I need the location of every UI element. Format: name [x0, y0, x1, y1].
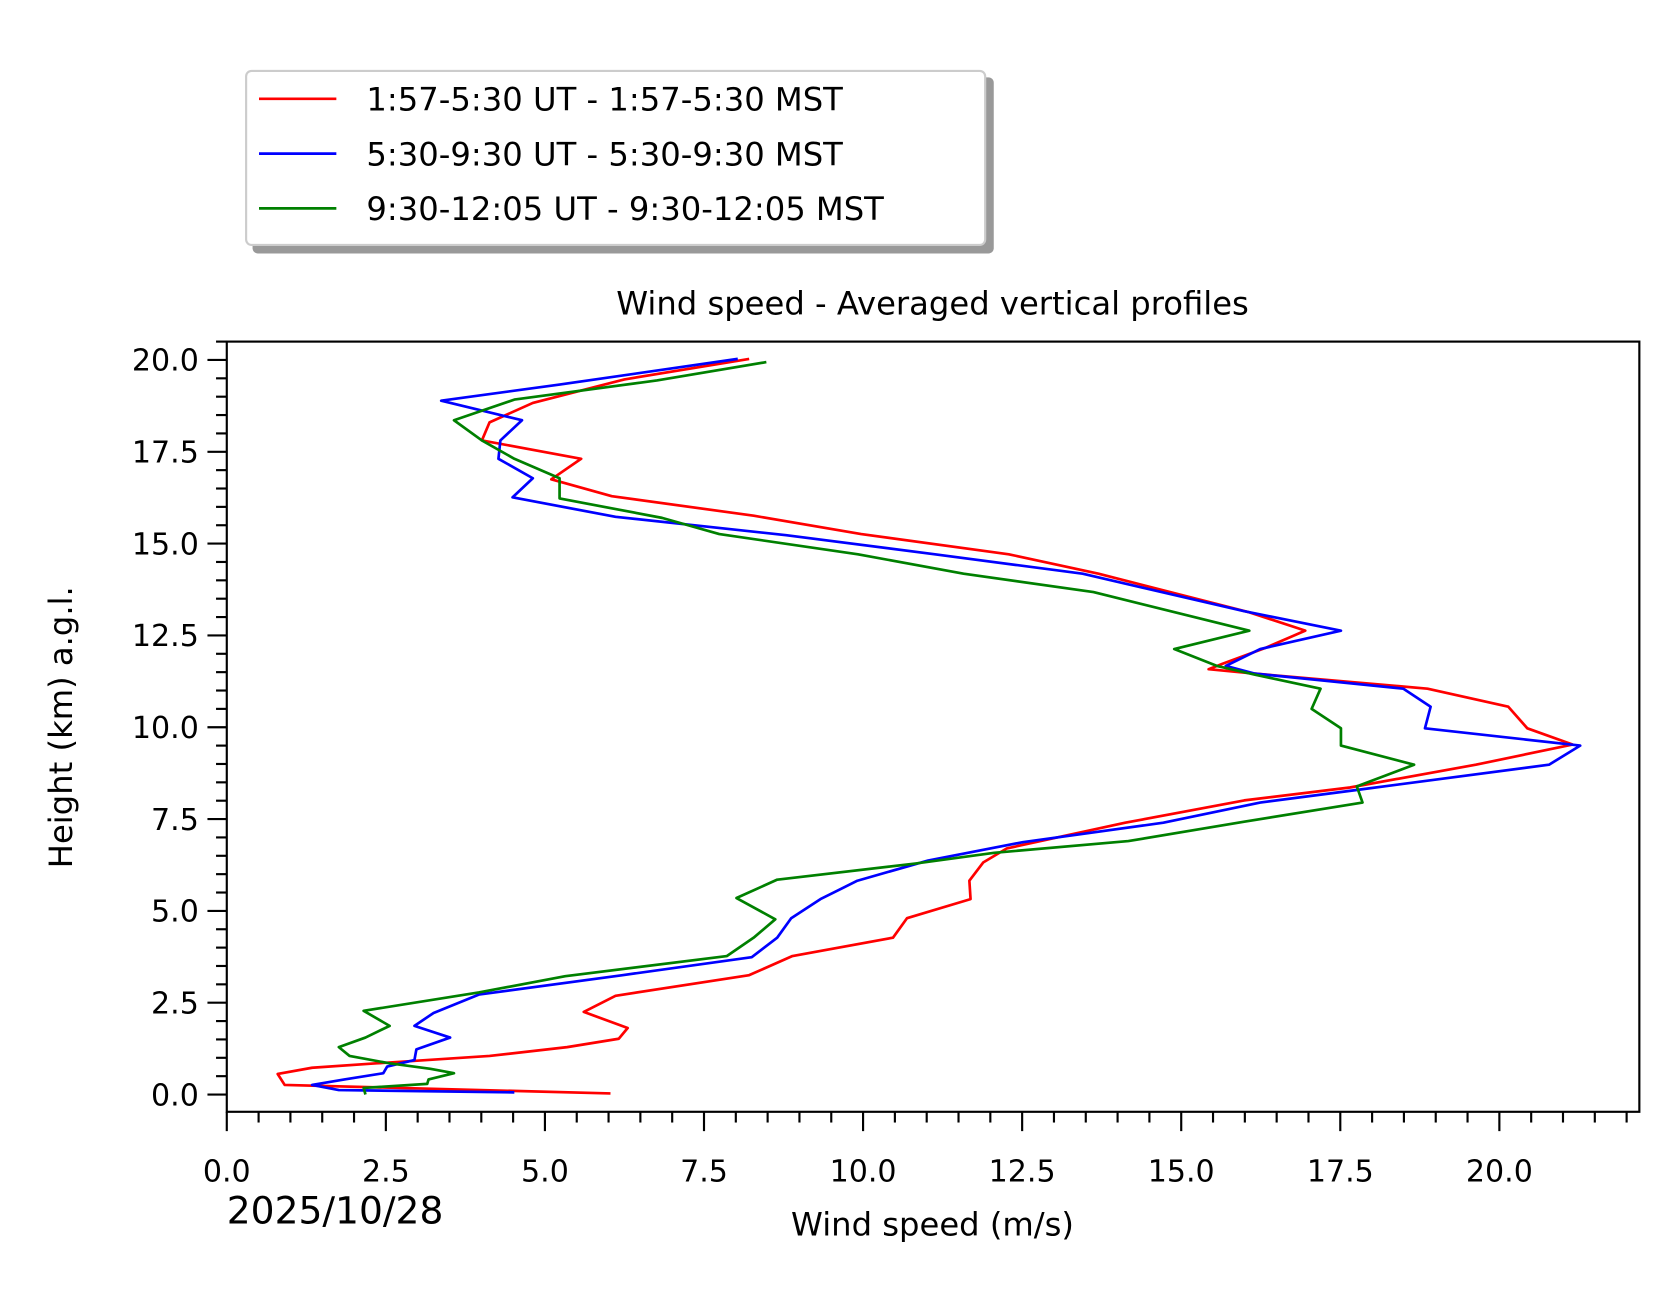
series-line-2 [337, 360, 1416, 1095]
x-tick-label: 0.0 [203, 1155, 251, 1190]
chart-title: Wind speed - Averaged vertical profiles [616, 285, 1249, 323]
x-tick-label: 10.0 [830, 1155, 897, 1190]
y-tick-label: 20.0 [132, 344, 199, 379]
y-tick-label: 5.0 [151, 895, 199, 930]
legend-box [245, 69, 987, 246]
y-tick-label: 10.0 [132, 711, 199, 746]
legend-label: 5:30-9:30 UT - 5:30-9:30 MST [366, 135, 843, 173]
axis-ticks: 0.0 2.5 5.0 7.5 10.0 12.5 15.0 17.5 20.0 0.0 2.5 5.… [132, 340, 1628, 1190]
series-line-1 [310, 357, 1582, 1094]
y-tick-label: 7.5 [151, 803, 199, 838]
x-tick-label: 5.0 [521, 1155, 569, 1190]
series-lines [276, 357, 1582, 1095]
x-axis-label: Wind speed (m/s) [791, 1205, 1074, 1243]
y-tick-label: 12.5 [132, 619, 199, 654]
y-tick-label: 2.5 [151, 986, 199, 1021]
x-tick-label: 7.5 [680, 1155, 728, 1190]
legend-label: 9:30-12:05 UT - 9:30-12:05 MST [366, 190, 884, 228]
legend-label: 1:57-5:30 UT - 1:57-5:30 MST [366, 81, 843, 119]
legend: 1:57-5:30 UT - 1:57-5:30 MST 5:30-9:30 UT… [245, 69, 994, 254]
plot-frame [225, 340, 1641, 1113]
x-tick-label: 20.0 [1466, 1155, 1533, 1190]
y-tick-label: 0.0 [151, 1078, 199, 1113]
y-axis-label: Height (km) a.g.l. [42, 586, 80, 868]
x-tick-label: 15.0 [1148, 1155, 1215, 1190]
x-tick-label: 2.5 [362, 1155, 410, 1190]
date-label: 2025/10/28 [227, 1189, 444, 1233]
series-line-0 [276, 357, 1574, 1095]
x-tick-label: 17.5 [1307, 1155, 1374, 1190]
y-tick-label: 17.5 [132, 436, 199, 471]
x-tick-label: 12.5 [989, 1155, 1056, 1190]
y-tick-label: 15.0 [132, 527, 199, 562]
